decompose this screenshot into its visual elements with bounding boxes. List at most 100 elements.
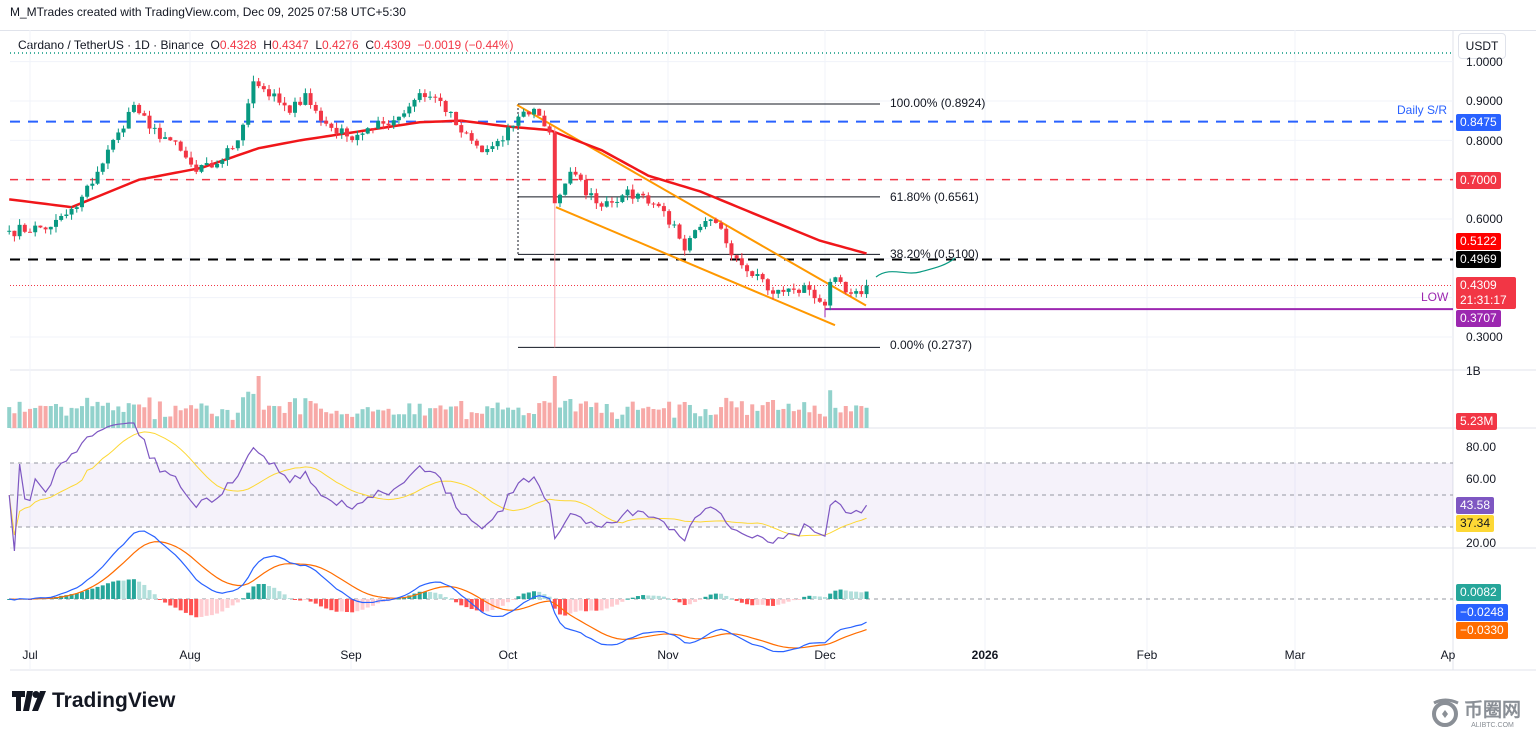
volume-bar <box>402 414 407 428</box>
macd-histogram-bar <box>630 597 635 599</box>
volume-bar <box>313 403 318 428</box>
ohlc-open: 0.4328 <box>219 38 257 52</box>
volume-bar <box>672 417 677 428</box>
volume-bar <box>116 406 121 428</box>
rsi-value-tag: 43.58 <box>1456 497 1495 514</box>
candle-body <box>105 149 110 164</box>
volume-bar <box>53 404 58 428</box>
volume-bar <box>719 407 724 428</box>
macd-histogram-bar <box>79 591 84 599</box>
candle-body <box>552 132 557 204</box>
volume-bar <box>750 404 755 428</box>
price-tick: 0.3000 <box>1466 330 1503 344</box>
candle-body <box>797 289 802 293</box>
macd-histogram-bar <box>126 579 131 599</box>
candle-body <box>79 196 84 208</box>
candle-body <box>137 104 142 114</box>
volume-bar <box>682 401 687 428</box>
macd-histogram-bar <box>490 599 495 611</box>
macd-histogram-tag: 0.0082 <box>1456 584 1501 601</box>
macd-histogram-bar <box>703 596 708 599</box>
tradingview-logo[interactable]: TradingView <box>12 689 175 713</box>
macd-histogram-bar <box>287 598 292 600</box>
macd-histogram-bar <box>142 584 147 599</box>
volume-bar <box>22 411 27 428</box>
volume-bar <box>85 397 90 428</box>
volume-bar <box>428 408 433 428</box>
candle-body <box>843 281 848 293</box>
volume-bar <box>724 397 729 428</box>
volume-bar <box>537 403 542 428</box>
candle-body <box>547 126 552 133</box>
ohlc-open-label: O <box>210 38 220 52</box>
volume-bar <box>848 411 853 428</box>
time-tick: Feb <box>1136 648 1158 662</box>
volume-bar <box>459 400 464 428</box>
volume-bar <box>500 409 505 428</box>
candle-body <box>59 215 64 220</box>
ma50-line <box>9 119 867 255</box>
macd-histogram-bar <box>313 599 318 604</box>
macd-histogram-bar <box>474 599 479 611</box>
watermark-coin-icon <box>1432 698 1459 727</box>
candle-body <box>168 137 173 141</box>
macd-histogram-bar <box>267 586 272 599</box>
macd-histogram-bar <box>152 594 157 599</box>
volume-bar <box>28 408 32 428</box>
candle-body <box>209 163 214 168</box>
rsi-line <box>8 422 868 552</box>
channel-upper-line <box>516 104 867 307</box>
candle-body <box>111 139 116 150</box>
price-tick: 0.9000 <box>1466 94 1503 108</box>
volume-bar <box>64 415 69 428</box>
macd-histogram-bar <box>95 586 100 599</box>
currency-button[interactable]: USDT <box>1458 33 1506 59</box>
candle-body <box>350 136 355 141</box>
macd-histogram-bar <box>318 599 323 607</box>
volume-bar <box>100 405 105 428</box>
candle-body <box>454 111 459 126</box>
volume-bar <box>760 405 765 428</box>
candle-body <box>365 128 370 134</box>
volume-bar <box>734 407 739 428</box>
macd-histogram-bar <box>661 596 666 599</box>
macd-histogram-bar <box>646 595 651 599</box>
macd-histogram-bar <box>272 587 277 599</box>
volume-bar <box>791 411 796 428</box>
candle-body <box>765 279 770 291</box>
candle-body <box>620 195 625 202</box>
volume-bar <box>776 409 781 428</box>
macd-histogram-bar <box>765 599 770 606</box>
fib-label-0: 0.00% (0.2737) <box>890 338 973 352</box>
candle-body <box>542 115 547 127</box>
time-tick: Nov <box>657 648 679 662</box>
symbol-title[interactable]: Cardano / TetherUS · 1D · Binance <box>18 38 204 52</box>
volume-bar <box>594 402 599 428</box>
volume-bar <box>817 413 822 428</box>
volume-bar <box>656 409 661 428</box>
candle-body <box>448 111 453 113</box>
candle-body <box>480 145 485 153</box>
candle-body <box>568 171 573 184</box>
candle-body <box>589 193 594 196</box>
macd-histogram-bar <box>251 586 256 599</box>
macd-histogram-bar <box>396 598 401 600</box>
candle-body <box>812 289 817 299</box>
fib-label-382: 38.20% (0.5100) <box>890 247 979 261</box>
candle-body <box>719 222 724 229</box>
volume-bar <box>142 407 147 428</box>
volume-bar <box>350 416 355 428</box>
volume-bar <box>755 410 760 428</box>
candle-body <box>656 203 661 207</box>
volume-bar <box>344 413 349 428</box>
rsi-tick: 20.00 <box>1466 536 1497 550</box>
volume-bar <box>230 419 235 428</box>
rsi-signal-tag: 37.34 <box>1456 515 1495 532</box>
channel-lower-line <box>555 206 836 327</box>
last-price: 0.4309 <box>1460 278 1497 292</box>
frame-top <box>0 30 1536 31</box>
candle-body <box>261 86 266 90</box>
macd-histogram-bar <box>90 588 95 599</box>
macd-histogram-bar <box>277 591 282 599</box>
